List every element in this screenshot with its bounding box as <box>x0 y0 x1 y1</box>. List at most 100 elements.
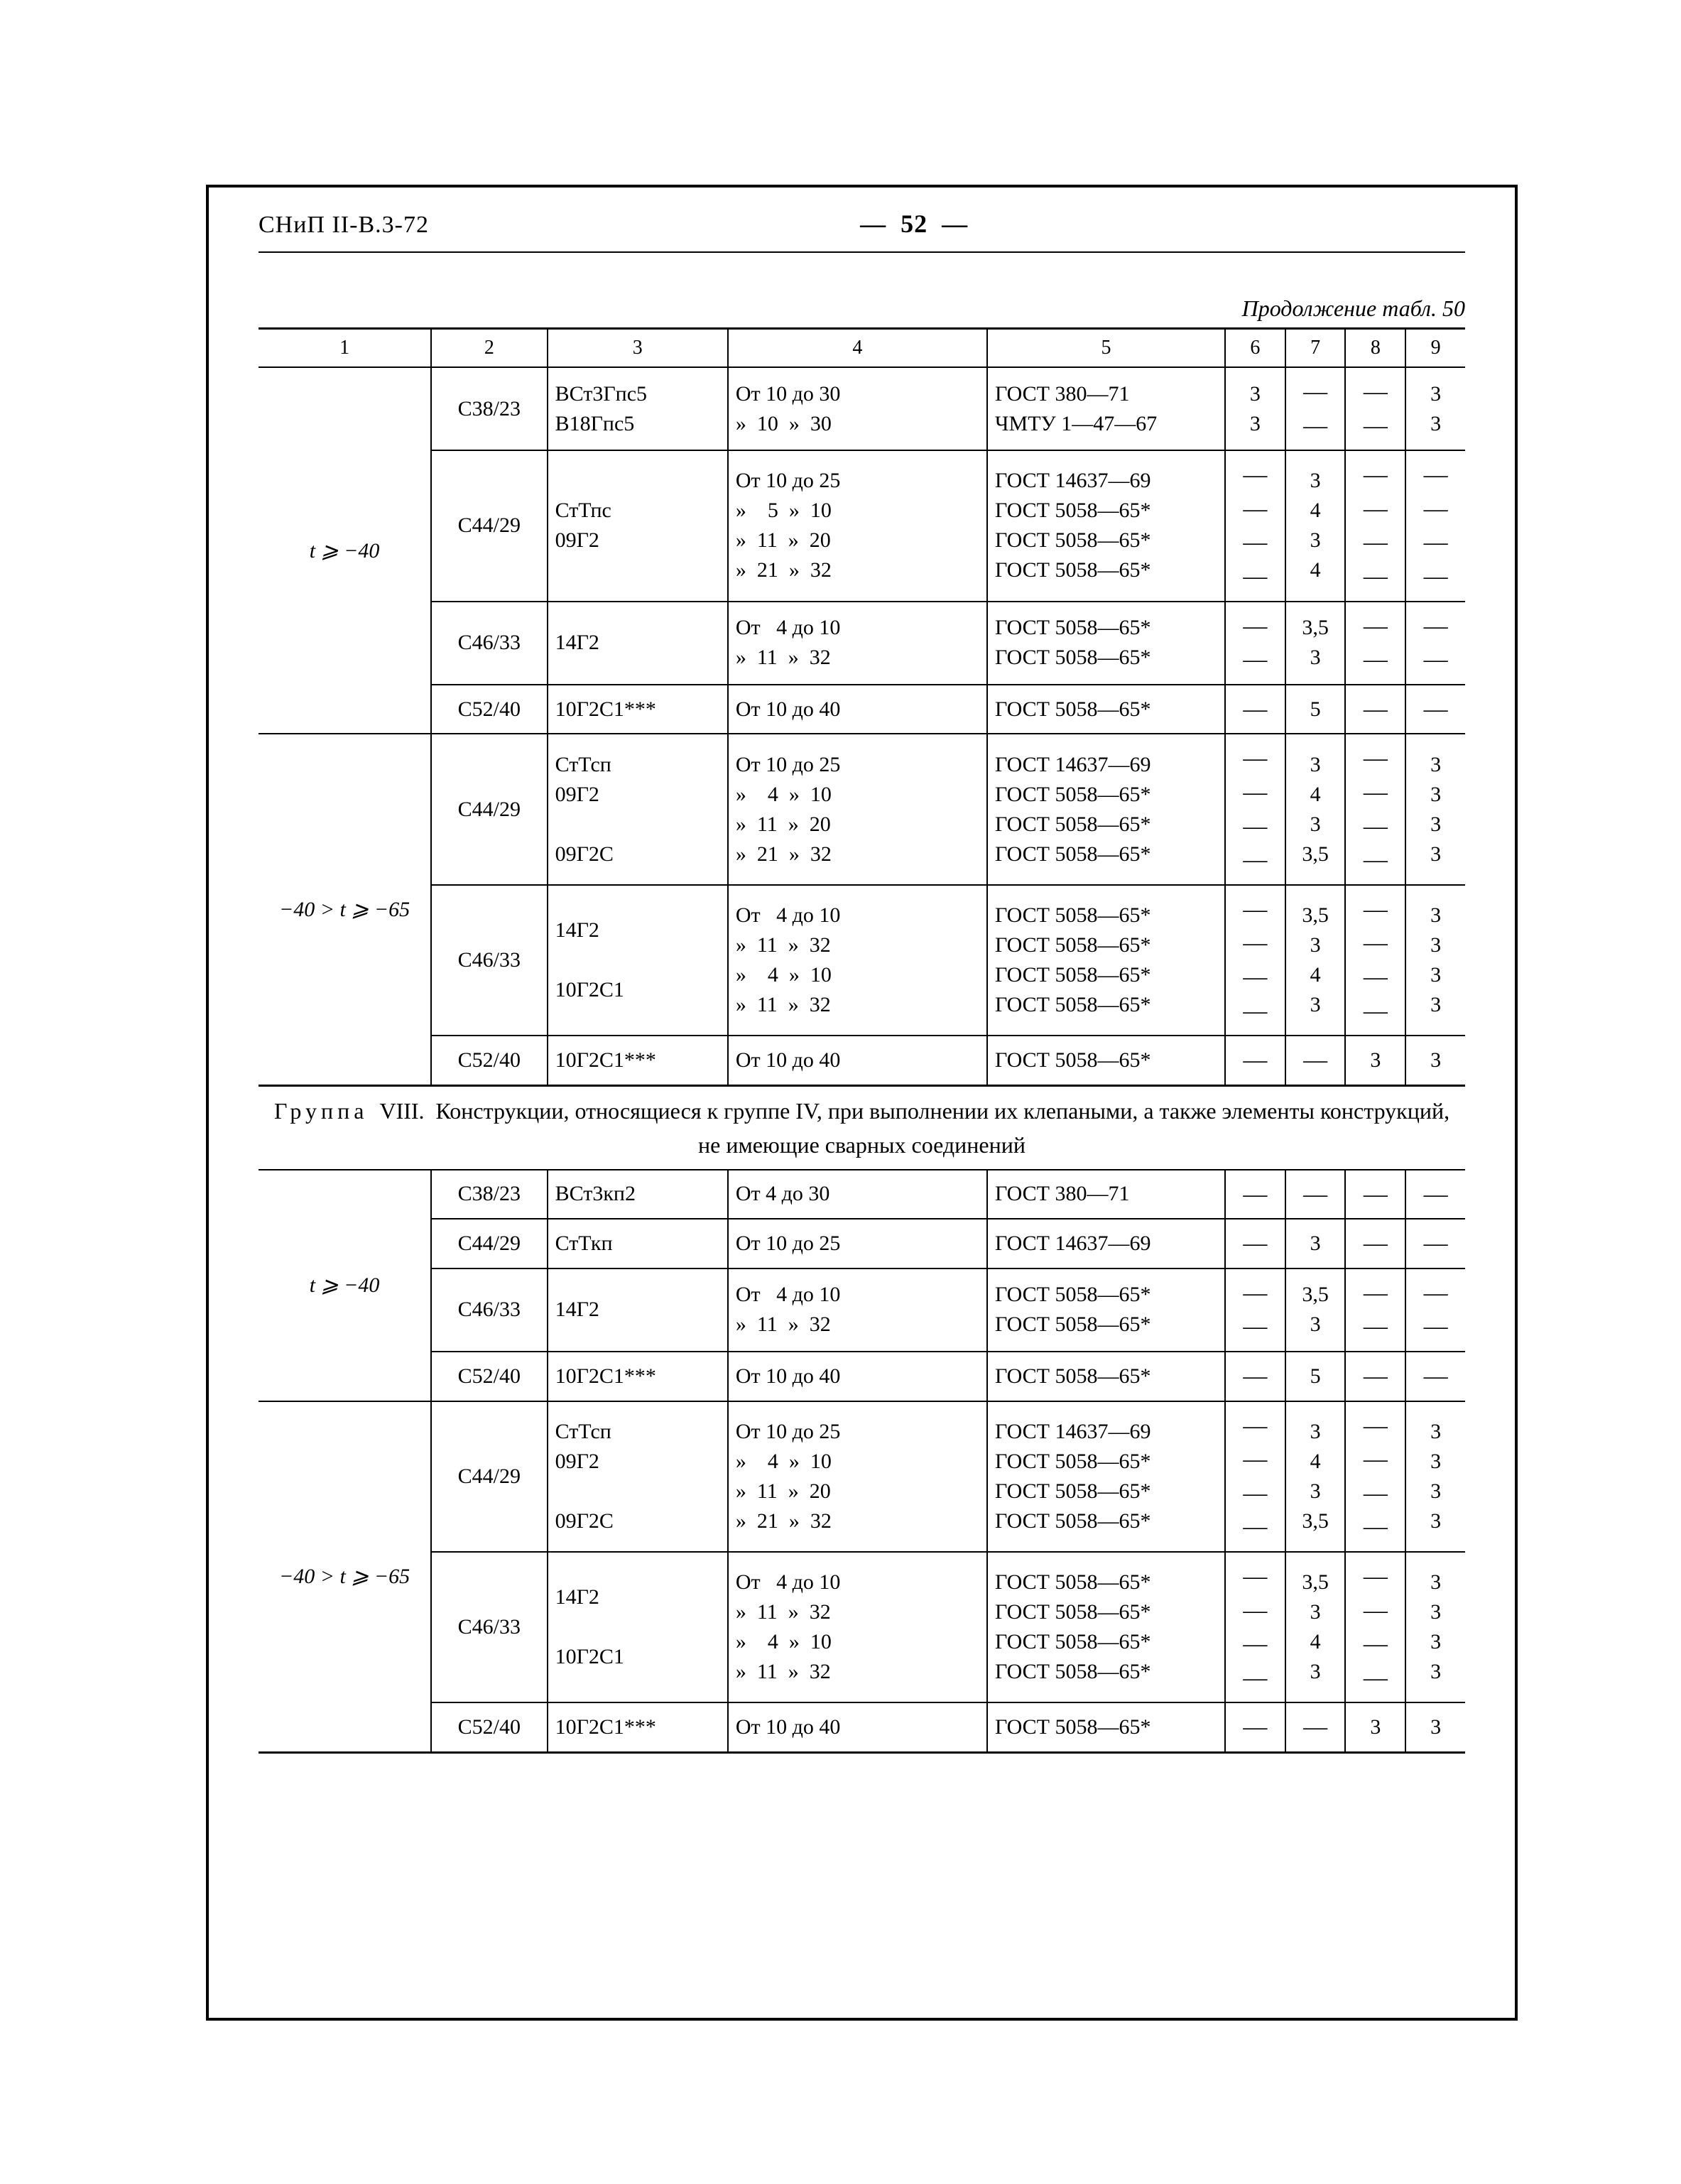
cell: С46/33 <box>431 885 547 1036</box>
table-row: С44/29 СтТкп От 10 до 25 ГОСТ 14637—69 —… <box>259 1219 1465 1268</box>
cell: 3 3 <box>1405 367 1465 450</box>
col-9-head: 9 <box>1405 329 1465 368</box>
cell: 3 4 3 4 <box>1285 450 1346 601</box>
table-row: С46/33 14Г2 10Г2С1 От 4 до 10 » 11 » 32 … <box>259 885 1465 1036</box>
table-row: С44/29 СтТпс 09Г2 От 10 до 25 » 5 » 10 »… <box>259 450 1465 601</box>
section-row: Группа VIII. Конструкции, относящиеся к … <box>259 1085 1465 1170</box>
cell: От 4 до 10 » 11 » 32 <box>728 1268 987 1352</box>
cell: СтТсп 09Г2 09Г2С <box>548 1401 728 1552</box>
cell: 3 <box>1285 1219 1346 1268</box>
cell: — <box>1225 1352 1285 1401</box>
cell: — <box>1345 685 1405 734</box>
cell: 3 <box>1405 1702 1465 1752</box>
col-6-head: 6 <box>1225 329 1285 368</box>
cell: ГОСТ 14637—69 ГОСТ 5058—65* ГОСТ 5058—65… <box>987 734 1225 884</box>
page-number: — 52 — <box>860 209 968 239</box>
cell: С46/33 <box>431 1552 547 1702</box>
cell: 3,5 3 4 3 <box>1285 885 1346 1036</box>
col-5-head: 5 <box>987 329 1225 368</box>
cell: — <box>1345 1352 1405 1401</box>
cell: ———— <box>1225 885 1285 1036</box>
cell: С44/29 <box>431 1219 547 1268</box>
cell: 5 <box>1285 685 1346 734</box>
cell: 3,5 3 <box>1285 1268 1346 1352</box>
cell: С38/23 <box>431 367 547 450</box>
cell: От 10 до 40 <box>728 1702 987 1752</box>
cell: СтТпс 09Г2 <box>548 450 728 601</box>
cond-cell: −40 > t ⩾ −65 <box>259 1401 431 1753</box>
cell: С46/33 <box>431 1268 547 1352</box>
cell: ———— <box>1345 1552 1405 1702</box>
cell: 3 3 3 3 <box>1405 734 1465 884</box>
cell: С52/40 <box>431 1702 547 1752</box>
cell: 3,5 3 <box>1285 602 1346 685</box>
cell: — <box>1225 685 1285 734</box>
table-caption: Продолжение табл. 50 <box>259 295 1465 322</box>
cell: От 10 до 40 <box>728 685 987 734</box>
page-header: СНиП II-В.3-72 — 52 — spacer <box>259 209 1465 253</box>
doc-code: СНиП II-В.3-72 <box>259 212 429 239</box>
cell: — <box>1405 1352 1465 1401</box>
table-row: С52/40 10Г2С1*** От 10 до 40 ГОСТ 5058—6… <box>259 1702 1465 1752</box>
cell: 3 <box>1405 1036 1465 1085</box>
cell: От 4 до 30 <box>728 1170 987 1219</box>
cond-cell: −40 > t ⩾ −65 <box>259 734 431 1085</box>
cell: 10Г2С1*** <box>548 685 728 734</box>
cell: — <box>1405 1219 1465 1268</box>
cell: —— <box>1225 1268 1285 1352</box>
cell: С44/29 <box>431 450 547 601</box>
col-4-head: 4 <box>728 329 987 368</box>
cell: От 4 до 10 » 11 » 32 » 4 » 10 » 11 » 32 <box>728 1552 987 1702</box>
table-row: t ⩾ −40 С38/23 ВСт3Гпс5 В18Гпс5 От 10 до… <box>259 367 1465 450</box>
cell: 3,5 3 4 3 <box>1285 1552 1346 1702</box>
cell: 14Г2 10Г2С1 <box>548 1552 728 1702</box>
cell: — <box>1285 1702 1346 1752</box>
cond-cell: t ⩾ −40 <box>259 367 431 734</box>
cell: От 10 до 25 » 5 » 10 » 11 » 20 » 21 » 32 <box>728 450 987 601</box>
cell: ———— <box>1405 450 1465 601</box>
cell: С38/23 <box>431 1170 547 1219</box>
cell: СтТкп <box>548 1219 728 1268</box>
cell: ———— <box>1225 1552 1285 1702</box>
cell: От 4 до 10 » 11 » 32 <box>728 602 987 685</box>
cell: —— <box>1405 1268 1465 1352</box>
cell: С44/29 <box>431 734 547 884</box>
cell: 3 3 3 3 <box>1405 1401 1465 1552</box>
table-row: С46/33 14Г2 От 4 до 10 » 11 » 32 ГОСТ 50… <box>259 602 1465 685</box>
cell: 3 4 3 3,5 <box>1285 734 1346 884</box>
cell: — <box>1285 1036 1346 1085</box>
cell: — <box>1225 1170 1285 1219</box>
table-row: С52/40 10Г2С1*** От 10 до 40 ГОСТ 5058—6… <box>259 685 1465 734</box>
cell: ГОСТ 5058—65* <box>987 1702 1225 1752</box>
cell: СтТсп 09Г2 09Г2С <box>548 734 728 884</box>
col-3-head: 3 <box>548 329 728 368</box>
cell: ———— <box>1345 1401 1405 1552</box>
cell: От 10 до 25 » 4 » 10 » 11 » 20 » 21 » 32 <box>728 734 987 884</box>
cell: ВСт3Гпс5 В18Гпс5 <box>548 367 728 450</box>
cond-cell: t ⩾ −40 <box>259 1170 431 1401</box>
cell: 3 <box>1345 1702 1405 1752</box>
cell: ГОСТ 5058—65* <box>987 1036 1225 1085</box>
cell: ———— <box>1225 1401 1285 1552</box>
col-8-head: 8 <box>1345 329 1405 368</box>
cell: ГОСТ 14637—69 <box>987 1219 1225 1268</box>
cell: —— <box>1225 602 1285 685</box>
cell: От 4 до 10 » 11 » 32 » 4 » 10 » 11 » 32 <box>728 885 987 1036</box>
cell: 10Г2С1*** <box>548 1352 728 1401</box>
cell: ГОСТ 5058—65* ГОСТ 5058—65* ГОСТ 5058—65… <box>987 885 1225 1036</box>
table-row: −40 > t ⩾ −65 С44/29 СтТсп 09Г2 09Г2С От… <box>259 734 1465 884</box>
material-table: 1 2 3 4 5 6 7 8 9 t ⩾ −40 С38/23 ВСт3Гпс… <box>259 327 1465 1754</box>
cell: 3 <box>1345 1036 1405 1085</box>
cell: 10Г2С1*** <box>548 1036 728 1085</box>
cell: — <box>1405 1170 1465 1219</box>
cell: 10Г2С1*** <box>548 1702 728 1752</box>
cell: — <box>1285 1170 1346 1219</box>
cell: — <box>1225 1702 1285 1752</box>
cell: 5 <box>1285 1352 1346 1401</box>
cell: От 10 до 40 <box>728 1036 987 1085</box>
cell: От 10 до 25 <box>728 1219 987 1268</box>
cell: 3 3 3 3 <box>1405 885 1465 1036</box>
cell: 3 3 <box>1225 367 1285 450</box>
cell: От 10 до 40 <box>728 1352 987 1401</box>
cell: ГОСТ 14637—69 ГОСТ 5058—65* ГОСТ 5058—65… <box>987 450 1225 601</box>
